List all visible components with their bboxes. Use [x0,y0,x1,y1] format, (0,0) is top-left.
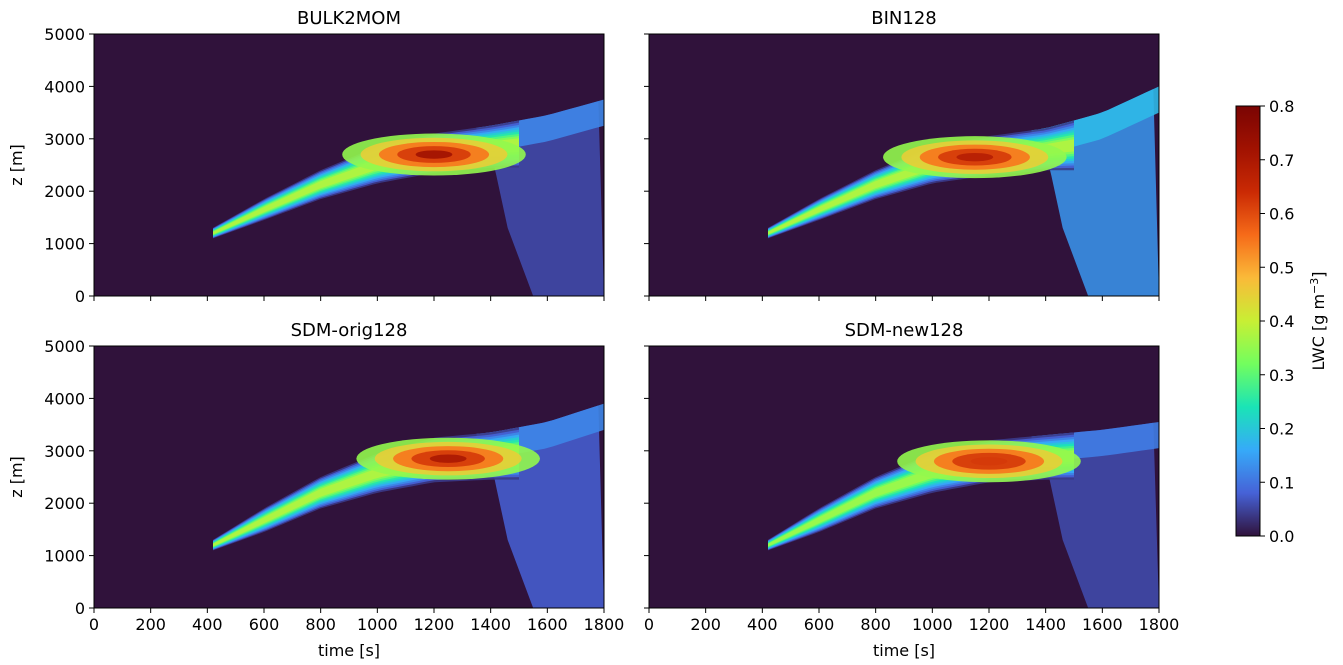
x-tick-label: 600 [249,615,280,634]
x-tick-label: 1000 [912,615,953,634]
colorbar-tick-label: 0.6 [1269,205,1294,224]
x-tick-label: 1400 [470,615,511,634]
panel-3: 0 200 400 600 800 1000 1200 1400 1600 1800 0 1000 20… [7,320,624,660]
y-tick-label: 2000 [44,182,85,201]
x-axis-label: time [s] [873,641,935,660]
y-axis-label: z [m] [7,456,26,498]
colorbar-ticks: 0.0 0.1 0.2 0.3 0.4 0.5 0.6 0.7 0.8 [1260,97,1294,546]
lwc-core [956,152,994,162]
colorbar-tick-label: 0.4 [1269,312,1294,331]
x-tick-label: 1200 [414,615,455,634]
x-tick-label: 800 [860,615,891,634]
colorbar-tick-label: 0.8 [1269,97,1294,116]
colorbar-bar [1235,105,1261,537]
panel-title: BIN128 [871,8,936,29]
lwc-field [768,421,1159,608]
colorbar-tick-label: 0.0 [1269,527,1294,546]
x-tick-label: 1200 [969,615,1010,634]
x-tick-label: 1600 [1082,615,1123,634]
panel-title: SDM-new128 [845,320,964,341]
x-tick-label: 200 [690,615,721,634]
lwc-core [429,454,467,463]
x-tick-label: 800 [305,615,336,634]
y-tick-label: 5000 [44,337,85,356]
y-tick-label: 3000 [44,130,85,149]
x-tick-label: 400 [747,615,778,634]
colorbar-tick-label: 0.1 [1269,473,1294,492]
y-tick-label: 5000 [44,25,85,44]
panel-title: BULK2MOM [297,8,401,29]
x-tick-label: 600 [804,615,835,634]
y-tick-label: 4000 [44,389,85,408]
axes-frame [648,33,1160,297]
y-tick-label: 1000 [44,547,85,566]
y-tick-label: 4000 [44,77,85,96]
x-tick-label: 1600 [527,615,568,634]
colorbar-tick-label: 0.2 [1269,420,1294,439]
panel-1: 0 1000 2000 3000 4000 5000 BULK2MOM z [m] [7,8,605,306]
lwc-field [213,99,604,296]
y-tick-label: 0 [75,287,85,306]
axes-frame [648,345,1160,609]
y-tick-label: 2000 [44,494,85,513]
panel-2: BIN128 [644,8,1160,301]
colorbar-tick-label: 0.5 [1269,258,1294,277]
axes-frame [93,33,605,297]
lwc-core [970,457,1008,466]
x-axis-label: time [s] [318,641,380,660]
axes-frame [93,345,605,609]
x-tick-label: 400 [192,615,223,634]
x-tick-label: 0 [644,615,654,634]
panel-4: 0 200 400 600 800 1000 1200 1400 1600 1800 SDM-new… [644,320,1179,660]
x-tick-label: 1000 [357,615,398,634]
y-axis-label: z [m] [7,144,26,186]
x-tick-label: 1800 [1139,615,1180,634]
panel-title: SDM-orig128 [291,320,408,341]
colorbar-label: LWC [g m−3] [1308,271,1328,370]
x-tick-label: 0 [89,615,99,634]
x-tick-label: 200 [135,615,166,634]
y-tick-label: 0 [75,599,85,618]
y-tick-label: 3000 [44,442,85,461]
x-tick-label: 1800 [584,615,625,634]
lwc-field [768,86,1159,296]
x-tick-label: 1400 [1025,615,1066,634]
colorbar: 0.0 0.1 0.2 0.3 0.4 0.5 0.6 0.7 0.8 LWC [g m−3] [1235,97,1328,546]
lwc-field [213,403,604,608]
colorbar-tick-label: 0.7 [1269,151,1294,170]
colorbar-tick-label: 0.3 [1269,366,1294,385]
y-tick-label: 1000 [44,235,85,254]
lwc-core [415,150,453,159]
